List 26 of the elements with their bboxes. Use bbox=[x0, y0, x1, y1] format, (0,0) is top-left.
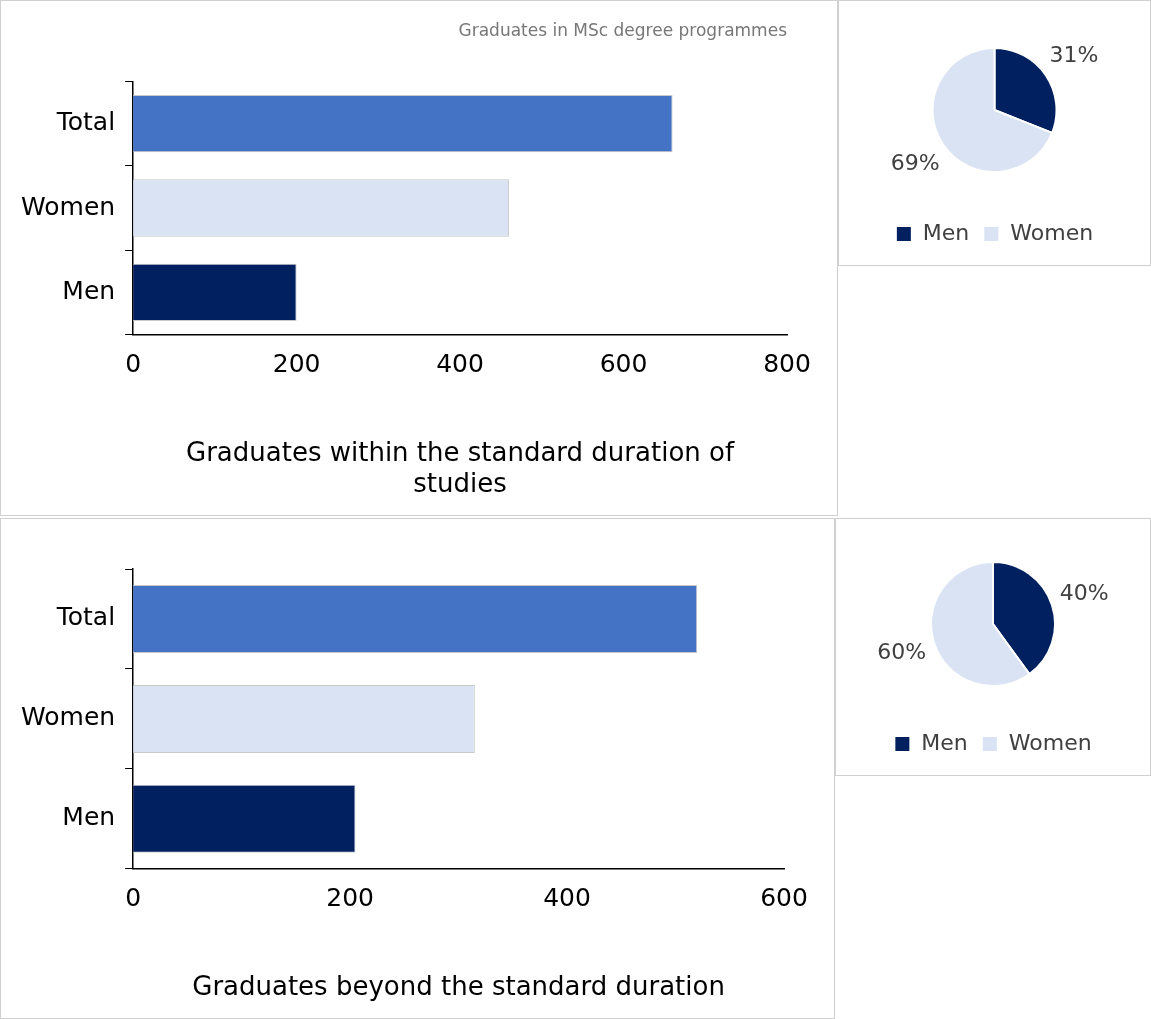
x-tick-label: 0 bbox=[125, 349, 142, 379]
x-tick-label: 600 bbox=[599, 349, 648, 379]
x-tick-label: 400 bbox=[436, 349, 484, 379]
x-tick-label: 400 bbox=[543, 883, 591, 913]
legend-label: Women bbox=[1008, 729, 1092, 755]
legend-label: Women bbox=[1010, 219, 1094, 245]
x-tick-label: 200 bbox=[326, 883, 374, 913]
data-label: 40% bbox=[1059, 580, 1109, 606]
x-tick-label: 0 bbox=[125, 883, 142, 913]
chart-title: Graduates in MSc degree programmes bbox=[458, 19, 788, 40]
data-label: 60% bbox=[877, 639, 927, 665]
y-tick-label: Men bbox=[62, 802, 116, 832]
y-tick-label: Men bbox=[62, 275, 116, 305]
x-tick-label: 600 bbox=[760, 883, 808, 913]
x-tick-label: 200 bbox=[272, 349, 321, 379]
y-tick-label: Women bbox=[20, 702, 116, 732]
y-tick-label: Total bbox=[55, 602, 116, 632]
x-axis-title: Graduates within the standard duration of studies bbox=[186, 436, 735, 499]
x-tick-label: 800 bbox=[763, 349, 811, 379]
data-label: 69% bbox=[890, 149, 940, 175]
data-label: 31% bbox=[1049, 41, 1099, 67]
legend-label: Men bbox=[921, 729, 968, 755]
legend-label: Men bbox=[922, 219, 970, 245]
x-axis-title: Graduates beyond the standard duration bbox=[192, 971, 725, 1002]
y-tick-label: Women bbox=[20, 191, 116, 221]
y-tick-label: Total bbox=[55, 107, 116, 137]
